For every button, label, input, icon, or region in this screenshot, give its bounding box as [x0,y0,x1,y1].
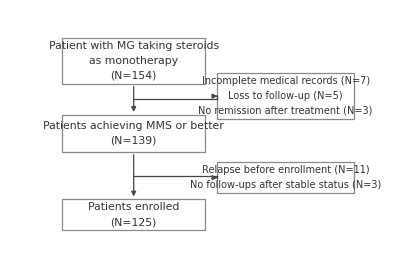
Bar [218,162,354,193]
Text: Patient with MG taking steroids
as monotherapy
(N=154): Patient with MG taking steroids as monot… [49,41,219,81]
Bar [62,38,205,84]
Text: Incomplete medical records (N=7)
Loss to follow-up (N=5)
No remission after trea: Incomplete medical records (N=7) Loss to… [198,76,373,116]
Bar [218,73,354,119]
Bar [62,115,205,152]
Bar [62,199,205,230]
Text: Patients achieving MMS or better
(N=139): Patients achieving MMS or better (N=139) [43,121,224,146]
Text: Patients enrolled
(N=125): Patients enrolled (N=125) [88,202,179,227]
Text: Relapse before enrollment (N=11)
No follow-ups after stable status (N=3): Relapse before enrollment (N=11) No foll… [190,165,381,190]
